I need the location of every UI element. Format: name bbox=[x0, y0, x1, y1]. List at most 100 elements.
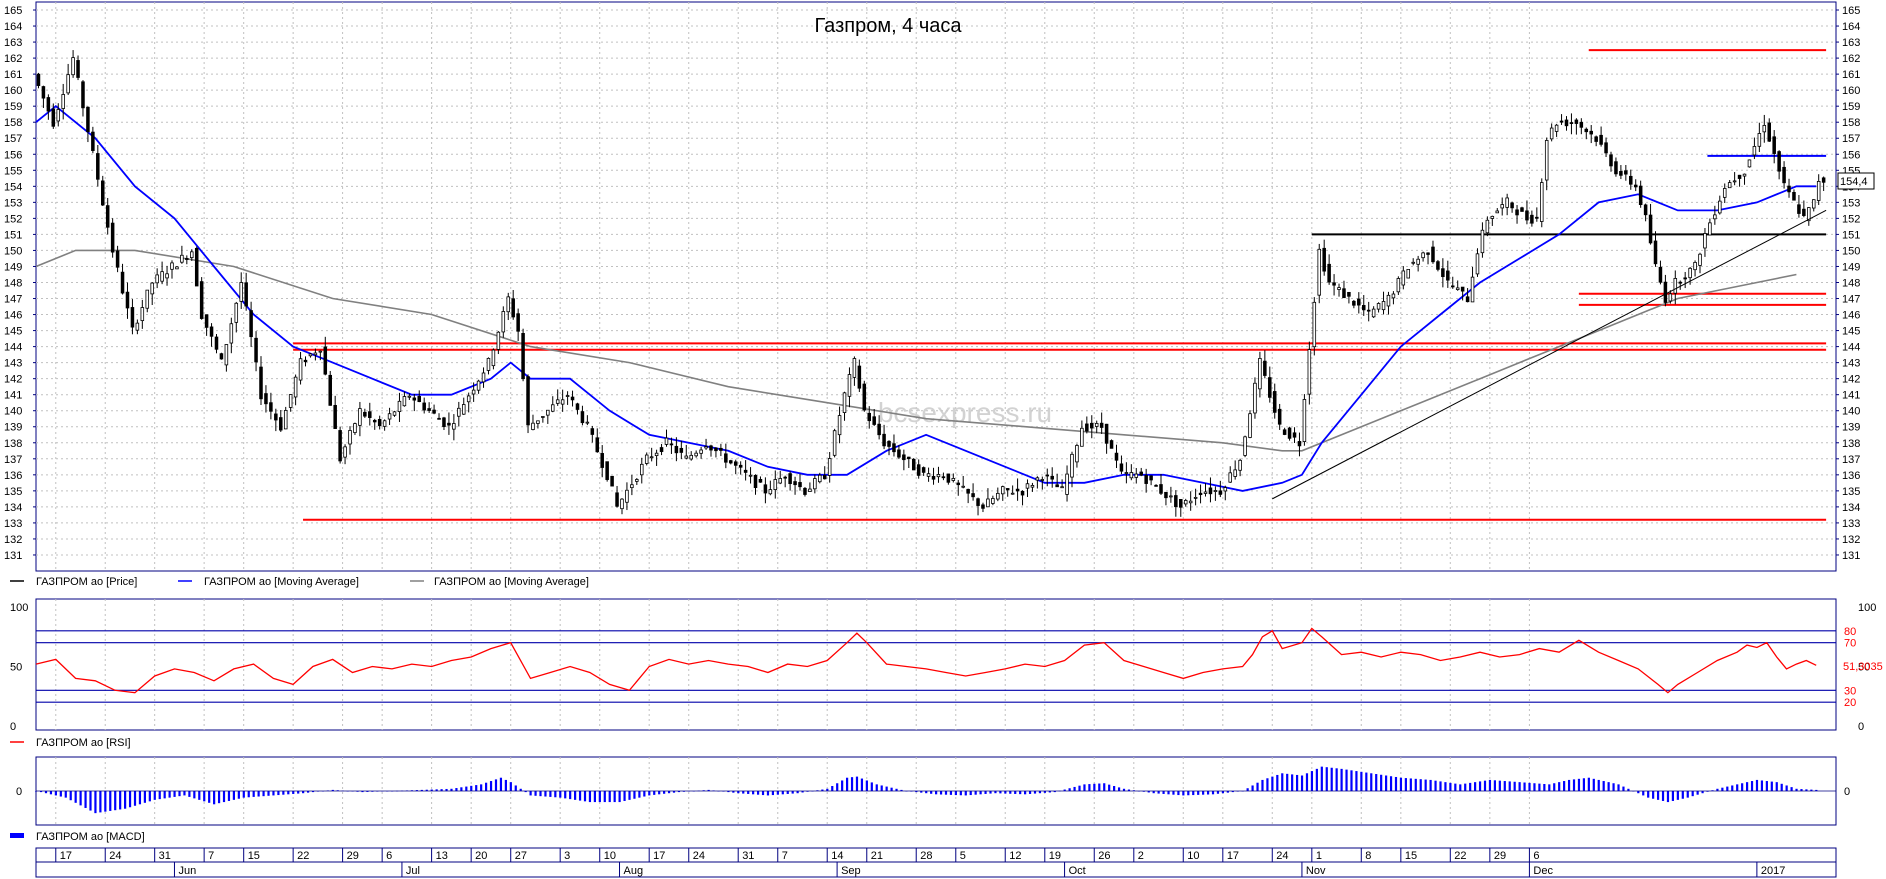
price-tick-label-left: 145 bbox=[4, 326, 22, 338]
macd-bar bbox=[1741, 783, 1744, 791]
macd-bar bbox=[1454, 783, 1457, 791]
macd-bar bbox=[39, 791, 43, 793]
candle-body bbox=[1703, 233, 1707, 249]
rsi-level-label: 70 bbox=[1844, 638, 1856, 650]
candle-body bbox=[392, 411, 397, 416]
macd-bar bbox=[1048, 791, 1051, 793]
candle-body bbox=[674, 445, 679, 454]
macd-bar bbox=[707, 789, 710, 791]
candle-body bbox=[115, 250, 120, 268]
macd-bar bbox=[1815, 789, 1818, 791]
macd-bar bbox=[623, 791, 626, 801]
candle-body bbox=[135, 322, 140, 331]
candle-body bbox=[1104, 423, 1109, 444]
candle-body bbox=[1124, 472, 1129, 474]
candle-body bbox=[536, 420, 540, 424]
macd-bar bbox=[984, 791, 987, 794]
candle-body bbox=[1297, 441, 1302, 447]
candle-body bbox=[788, 473, 792, 485]
macd-bar bbox=[237, 791, 240, 799]
candle-body bbox=[466, 395, 471, 403]
x-month-tick-label: 2017 bbox=[1761, 865, 1785, 877]
candle-body bbox=[234, 302, 239, 323]
macd-bar bbox=[455, 788, 458, 791]
candle-body bbox=[1282, 429, 1287, 435]
price-tick-label-left: 162 bbox=[4, 53, 22, 65]
candle-body bbox=[1010, 492, 1015, 495]
macd-bar bbox=[752, 791, 755, 795]
candle-body bbox=[971, 493, 975, 498]
macd-bar bbox=[618, 791, 621, 803]
macd-bar bbox=[1701, 791, 1704, 794]
price-tick-label-left: 134 bbox=[4, 502, 22, 514]
price-tick-label-right: 136 bbox=[1842, 470, 1860, 482]
candle-body bbox=[219, 353, 224, 360]
x-day-tick-label: 14 bbox=[831, 850, 843, 862]
macd-bar bbox=[148, 791, 151, 802]
x-day-tick-label: 8 bbox=[1365, 850, 1371, 862]
macd-bar bbox=[361, 791, 364, 793]
candle-body bbox=[328, 374, 332, 406]
candle-body bbox=[1446, 270, 1450, 281]
macd-bar bbox=[1355, 771, 1358, 791]
macd-bar bbox=[1385, 775, 1388, 791]
candle-body bbox=[491, 349, 496, 367]
candle-body bbox=[1797, 204, 1801, 214]
candle-body bbox=[1050, 475, 1054, 480]
macd-bar bbox=[801, 791, 804, 793]
candle-body bbox=[679, 447, 684, 453]
macd-bar bbox=[1656, 791, 1660, 800]
macd-bar bbox=[959, 791, 962, 796]
rsi-line bbox=[35, 627, 1817, 694]
macd-bar bbox=[1389, 776, 1393, 791]
candle-body bbox=[1307, 349, 1312, 395]
macd-bar bbox=[1770, 781, 1773, 791]
legend-price-label: ГАЗПРОМ ао [Price] bbox=[36, 576, 137, 588]
macd-bar bbox=[1370, 773, 1373, 791]
candle-body bbox=[887, 440, 891, 447]
candle-body bbox=[1673, 278, 1678, 294]
macd-bar bbox=[915, 791, 918, 793]
candle-body bbox=[91, 131, 95, 151]
candle-body bbox=[714, 447, 718, 452]
candles bbox=[36, 50, 1826, 517]
candle-body bbox=[778, 478, 782, 484]
macd-bar bbox=[1127, 789, 1131, 791]
macd-bar bbox=[1147, 791, 1150, 793]
macd-bar bbox=[574, 791, 577, 800]
price-tick-label-right: 134 bbox=[1842, 502, 1860, 514]
macd-bar bbox=[1731, 785, 1734, 791]
candle-body bbox=[1767, 122, 1772, 142]
candle-body bbox=[1208, 487, 1213, 495]
macd-bar bbox=[608, 791, 611, 803]
candle-body bbox=[100, 180, 105, 206]
macd-bar bbox=[583, 791, 587, 802]
macd-bar bbox=[989, 791, 992, 794]
macd-bar bbox=[1113, 786, 1116, 791]
candle-body bbox=[1000, 486, 1005, 495]
macd-bar bbox=[519, 788, 522, 791]
candle-body bbox=[605, 461, 609, 480]
macd-bar bbox=[1775, 782, 1778, 791]
x-month-tick-label: Aug bbox=[624, 865, 644, 877]
price-tick-label-left: 138 bbox=[4, 438, 22, 450]
macd-bar bbox=[1459, 784, 1462, 791]
price-tick-label-left: 155 bbox=[4, 165, 22, 177]
candle-body bbox=[575, 403, 580, 410]
candle-body bbox=[827, 458, 832, 476]
candle-body bbox=[308, 353, 313, 357]
candle-body bbox=[664, 437, 669, 445]
macd-bar bbox=[1063, 789, 1066, 791]
macd-bar bbox=[994, 791, 997, 794]
price-tick-label-left: 146 bbox=[4, 310, 22, 322]
candle-body bbox=[288, 394, 293, 408]
price-tick-label-right: 143 bbox=[1842, 358, 1860, 370]
legend-ma-gray-label: ГАЗПРОМ ао [Moving Average] bbox=[434, 576, 589, 588]
macd-bar bbox=[549, 791, 552, 797]
candle-body bbox=[377, 419, 382, 427]
candle-body bbox=[1381, 301, 1386, 311]
candle-body bbox=[274, 413, 278, 421]
price-tick-label-left: 157 bbox=[4, 133, 22, 145]
macd-bar bbox=[227, 791, 231, 801]
